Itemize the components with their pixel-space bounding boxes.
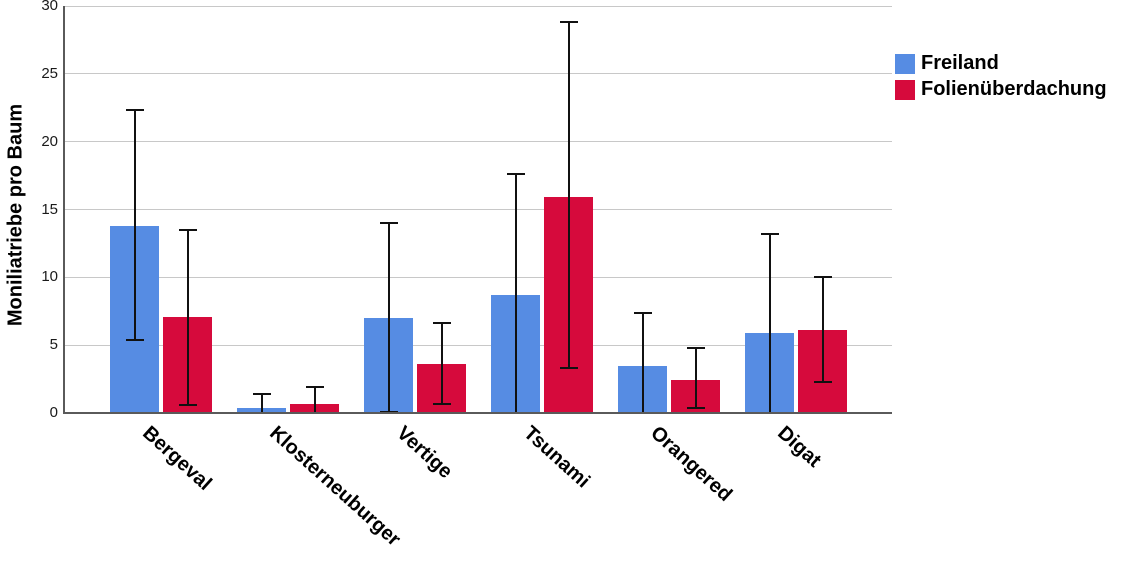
error-bar-cap-high-folienüberdachung-klosterneuburger <box>305 386 324 389</box>
x-tick-label-tsunami: Tsunami <box>519 422 595 493</box>
error-bar-cap-high-freiland-digat <box>760 232 779 235</box>
legend: Freiland Folienüberdachung <box>895 52 1107 100</box>
x-tick-label-bergeval: Bergeval <box>138 422 216 495</box>
x-tick-label-orangered: Orangered <box>646 422 737 507</box>
error-bar-cap-low-folienüberdachung-orangered <box>686 406 705 409</box>
error-bar-folienüberdachung-digat <box>821 277 824 382</box>
gridline <box>65 73 892 75</box>
error-bar-cap-high-folienüberdachung-bergeval <box>178 228 197 231</box>
error-bar-cap-high-folienüberdachung-digat <box>813 276 832 279</box>
error-bar-cap-high-freiland-orangered <box>633 311 652 314</box>
gridline <box>65 344 892 346</box>
y-tick-label: 25 <box>41 64 58 82</box>
y-tick-label: 5 <box>49 336 58 354</box>
y-tick-label: 0 <box>49 404 58 421</box>
x-tick-label-vertige: Vertige <box>392 422 457 483</box>
error-bar-folienüberdachung-vertige <box>440 323 443 404</box>
error-bar-freiland-digat <box>768 233 771 413</box>
legend-swatch-freiland <box>895 53 915 74</box>
error-bar-cap-high-freiland-vertige <box>379 222 398 225</box>
x-tick-label-klosterneuburger: Klosterneuburger <box>265 422 405 551</box>
legend-label-folienueberdachung: Folienüberdachung <box>921 78 1107 100</box>
error-bar-cap-high-folienüberdachung-orangered <box>686 346 705 349</box>
error-bar-freiland-bergeval <box>133 110 136 340</box>
error-bar-cap-high-freiland-tsunami <box>506 173 525 176</box>
error-bar-freiland-vertige <box>387 223 390 412</box>
gridline <box>65 5 892 7</box>
error-bar-folienüberdachung-klosterneuburger <box>313 387 316 413</box>
error-bar-cap-low-folienüberdachung-digat <box>813 380 832 383</box>
gridline <box>65 141 892 143</box>
error-bar-cap-high-folienüberdachung-tsunami <box>559 21 578 24</box>
error-bar-cap-low-freiland-vertige <box>379 410 398 413</box>
x-axis-line <box>63 412 892 414</box>
error-bar-freiland-orangered <box>641 312 644 413</box>
y-axis-line <box>63 6 65 414</box>
error-bar-folienüberdachung-orangered <box>694 347 697 408</box>
error-bar-cap-low-folienüberdachung-tsunami <box>559 367 578 370</box>
error-bar-freiland-klosterneuburger <box>260 394 263 413</box>
legend-swatch-folienueberdachung <box>895 79 915 100</box>
error-bar-cap-low-folienüberdachung-vertige <box>432 402 451 405</box>
error-bar-freiland-tsunami <box>514 174 517 413</box>
y-tick-label: 10 <box>41 268 58 286</box>
error-bar-cap-high-folienüberdachung-vertige <box>432 322 451 325</box>
legend-item-freiland: Freiland <box>895 52 1107 74</box>
gridline <box>65 276 892 278</box>
gridline <box>65 209 892 210</box>
error-bar-folienüberdachung-tsunami <box>567 22 570 369</box>
error-bar-cap-low-freiland-bergeval <box>125 338 144 341</box>
y-tick-label: 30 <box>41 0 58 14</box>
legend-label-freiland: Freiland <box>921 52 999 74</box>
error-bar-cap-high-freiland-bergeval <box>125 109 144 112</box>
error-bar-folienüberdachung-bergeval <box>186 229 189 405</box>
error-bar-cap-low-folienüberdachung-bergeval <box>178 403 197 406</box>
error-bar-cap-high-freiland-klosterneuburger <box>252 393 271 395</box>
y-tick-label: 15 <box>41 200 58 218</box>
x-tick-label-digat: Digat <box>773 422 826 472</box>
y-tick-label: 20 <box>41 132 58 150</box>
legend-item-folienueberdachung: Folienüberdachung <box>895 78 1107 100</box>
